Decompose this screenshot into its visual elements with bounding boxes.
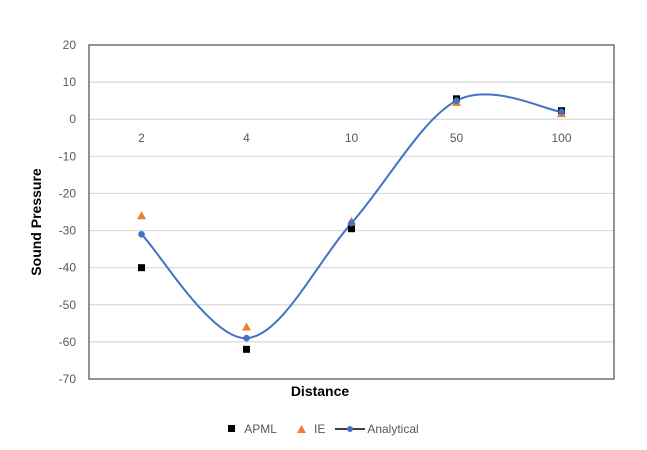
legend: APML IE Analytical [0, 422, 647, 436]
y-tick-label: -30 [59, 224, 77, 238]
y-tick-label: -10 [59, 149, 77, 163]
y-tick-label: 0 [69, 112, 76, 126]
y-tick-label: -70 [59, 372, 77, 386]
analytical-point [243, 334, 250, 342]
y-tick-label: -20 [59, 186, 77, 200]
line-circle-marker-icon [335, 422, 366, 436]
gridlines [89, 81, 614, 343]
x-tick-label: 4 [243, 131, 250, 145]
legend-label: Analytical [367, 422, 419, 436]
y-axis-title: Sound Pressure [28, 168, 44, 276]
y-tick-label: -50 [59, 298, 77, 312]
ie-point [242, 322, 251, 331]
y-tick-label: 20 [63, 38, 77, 52]
apml-point [138, 264, 145, 272]
x-axis-title: Distance [291, 383, 350, 399]
y-tick-label: -40 [59, 261, 77, 275]
analytical-point [453, 97, 460, 104]
legend-label: APML [244, 422, 277, 436]
x-tick-label: 10 [345, 131, 359, 145]
plot-area-border [88, 44, 615, 380]
x-tick-label: 100 [551, 131, 571, 145]
legend-label: IE [313, 422, 326, 436]
apml-point [243, 345, 250, 353]
analytical-point [348, 219, 355, 227]
x-tick-label: 2 [138, 131, 145, 145]
ie-point [137, 211, 146, 220]
analytical-point [138, 230, 145, 238]
triangle-marker-icon [296, 422, 306, 436]
legend-item-ie: IE [296, 422, 326, 436]
y-axis-ticks: 20 10 0 -10 -20 -30 -40 -50 -60 -70 [59, 38, 77, 386]
x-axis-ticks: 2 4 10 50 100 [138, 131, 572, 145]
analytical-line [140, 93, 562, 340]
apml-point [348, 225, 355, 233]
legend-item-apml: APML [228, 422, 277, 436]
x-tick-label: 50 [450, 131, 464, 145]
legend-item-analytical: Analytical [335, 422, 419, 436]
y-tick-label: 10 [63, 75, 77, 89]
analytical-point [558, 108, 565, 116]
data-series [137, 93, 566, 353]
y-tick-label: -60 [59, 335, 77, 349]
square-marker-icon [228, 422, 236, 436]
